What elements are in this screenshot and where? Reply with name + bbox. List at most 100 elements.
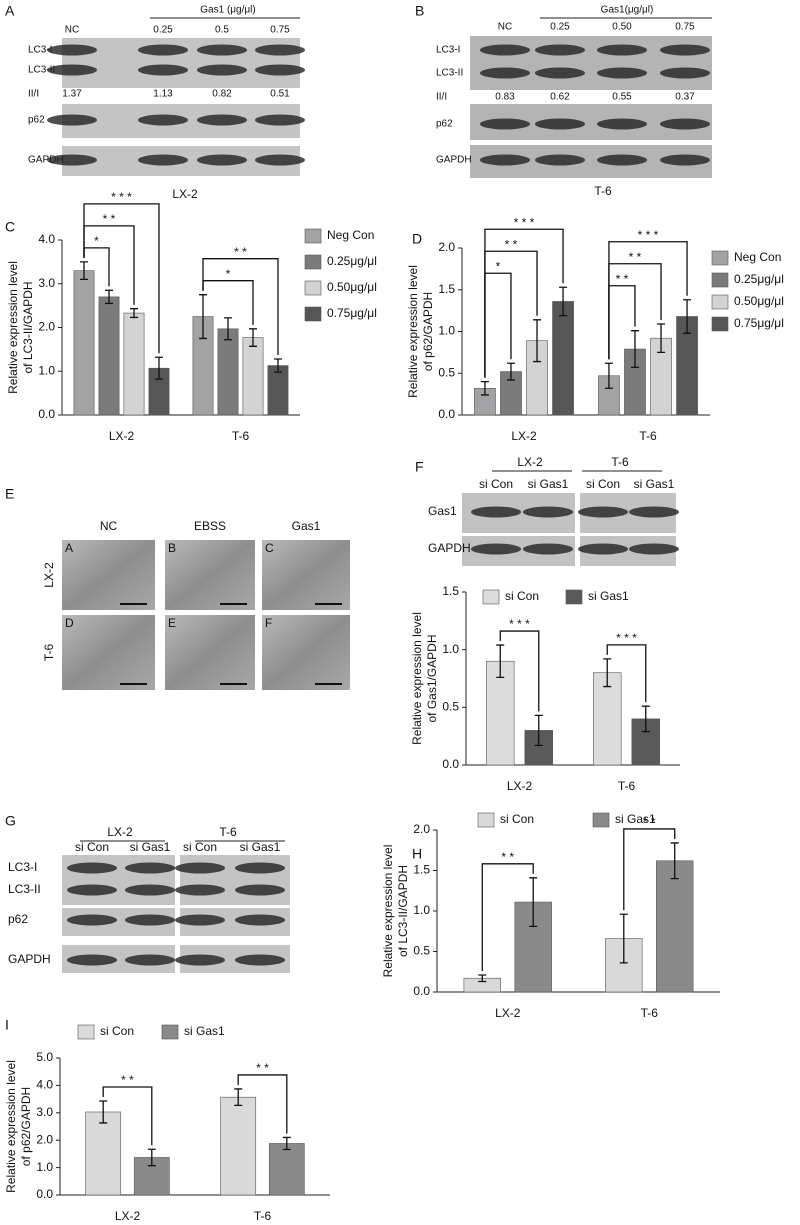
bar <box>123 312 145 416</box>
significance-bracket <box>237 1074 288 1134</box>
error-bar <box>80 261 89 281</box>
blot-band <box>597 154 647 166</box>
blot-band <box>535 154 585 166</box>
em-row: T-6 <box>42 644 56 662</box>
y-tick-label: 1.0 <box>413 903 430 917</box>
x-tick-label: T-6 <box>641 1006 659 1020</box>
y-tick-label: 0.0 <box>38 407 55 421</box>
significance-bracket <box>481 863 534 971</box>
blot-header: Gas1(μg/μl) <box>601 5 654 16</box>
bar <box>217 328 239 416</box>
em-tile-label: D <box>65 616 74 630</box>
blot-band <box>47 64 97 76</box>
y-tick-label: 0.5 <box>413 944 430 958</box>
error-bar <box>534 714 543 747</box>
x-tick-label: LX-2 <box>109 429 135 443</box>
legend-label: 0.25μg/μl <box>327 254 377 268</box>
row-label: LC3-II <box>436 68 463 79</box>
y-axis-label: of LC3-II/GAPDH <box>396 865 410 957</box>
em-tile-label: E <box>168 616 176 630</box>
significance-label: * * * <box>638 228 659 242</box>
blot-band <box>660 118 710 130</box>
row-label: p62 <box>436 119 453 130</box>
significance-label: * <box>226 267 231 281</box>
significance-bracket <box>606 644 647 703</box>
em-image <box>62 540 155 610</box>
legend-swatch <box>77 1024 95 1040</box>
bar <box>85 1111 122 1196</box>
bar <box>220 1096 257 1196</box>
blot-band <box>523 543 573 555</box>
y-tick-label: 2.0 <box>413 822 430 836</box>
row-label: p62 <box>8 912 28 926</box>
significance-bracket <box>608 285 636 360</box>
blot-band <box>175 914 225 926</box>
ratio-value: 0.37 <box>675 92 695 103</box>
blot-band <box>125 914 175 926</box>
lane-label: si Con <box>75 840 109 854</box>
bar <box>268 1143 305 1196</box>
em-column: NC <box>100 519 118 533</box>
ratio-value: 0.83 <box>495 92 515 103</box>
blot-group: T-6 <box>219 825 237 839</box>
error-bar <box>683 299 692 334</box>
em-column: Gas1 <box>292 519 321 533</box>
row-label: LC3-II <box>28 65 55 76</box>
error-bar <box>129 308 138 319</box>
blot-band <box>255 154 305 166</box>
y-axis-label: of LC3-II/GAPDH <box>21 281 35 373</box>
blot-band <box>471 543 521 555</box>
blot-group: LX-2 <box>107 825 133 839</box>
ratio-value: 0.62 <box>550 92 570 103</box>
bar <box>552 301 574 416</box>
legend-swatch <box>711 250 729 266</box>
y-tick-label: 0.5 <box>442 700 459 714</box>
ratio-value: 0.51 <box>270 89 290 100</box>
x-tick-label: T-6 <box>639 429 657 443</box>
y-tick-label: 1.5 <box>413 863 430 877</box>
row-label: LC3-I <box>436 45 460 56</box>
blot-band <box>629 506 679 518</box>
bar <box>267 365 289 416</box>
y-tick-label: 2.0 <box>438 240 455 254</box>
y-axis-label: Relative expression level <box>381 845 395 978</box>
y-tick-label: 2.0 <box>36 1132 53 1146</box>
blot-band <box>175 884 225 896</box>
legend-label: 0.50μg/μl <box>734 294 784 308</box>
row-label: GAPDH <box>8 952 51 966</box>
blot-band <box>578 506 628 518</box>
error-bar <box>248 328 257 347</box>
legend-label: Neg Con <box>734 250 781 264</box>
blot-band <box>175 954 225 966</box>
significance-label: * * * <box>111 190 132 204</box>
error-bar <box>105 289 114 305</box>
panel-label: B <box>415 3 424 19</box>
y-axis-label: Relative expression level <box>4 1060 18 1193</box>
panel-label: A <box>5 3 15 19</box>
row-label: LC3-II <box>8 882 41 896</box>
row-label: LC3-I <box>28 45 52 56</box>
significance-label: * * <box>501 850 514 864</box>
em-tile-label: A <box>65 541 73 555</box>
y-axis-label: of p62/GAPDH <box>421 292 435 371</box>
lane-label: NC <box>65 25 79 36</box>
significance-label: * * * <box>616 631 637 645</box>
significance-label: * * <box>505 237 518 251</box>
y-tick-label: 2.0 <box>38 320 55 334</box>
error-bar <box>147 1148 156 1167</box>
y-tick-label: 0.0 <box>413 984 430 998</box>
y-tick-label: 3.0 <box>38 276 55 290</box>
panel-label: G <box>5 813 16 829</box>
blot-band <box>660 44 710 56</box>
significance-label: * * <box>643 815 656 829</box>
legend-swatch <box>477 812 495 828</box>
row-label: p62 <box>28 115 45 126</box>
lane-label: si Gas1 <box>634 477 675 491</box>
error-bar <box>99 1100 108 1124</box>
blot-band <box>235 884 285 896</box>
blot-band <box>67 954 117 966</box>
error-bar <box>559 286 568 317</box>
significance-bracket <box>102 1086 153 1146</box>
x-tick-label: LX-2 <box>495 1006 521 1020</box>
significance-label: * * * <box>514 215 535 229</box>
